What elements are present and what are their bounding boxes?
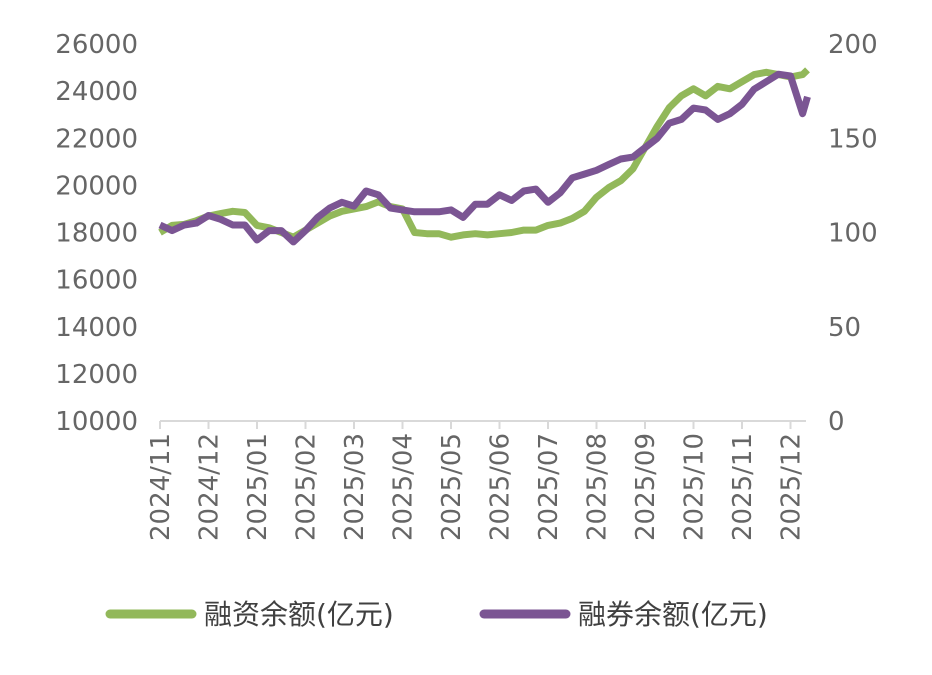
- legend: 融资余额(亿元) 融券余额(亿元): [105, 598, 768, 631]
- x-axis-tick-marks: [159, 421, 792, 429]
- x-tick-label: 2025/05: [437, 433, 467, 541]
- series-line-1: [158, 67, 810, 241]
- left-tick-label: 22000: [55, 124, 138, 154]
- legend-label-1: 融资余额(亿元): [204, 598, 394, 631]
- right-tick-label: 50: [828, 313, 861, 343]
- x-tick-label: 2025/11: [728, 433, 758, 541]
- right-tick-label: 0: [828, 407, 845, 437]
- legend-label-2: 融券余额(亿元): [578, 598, 768, 631]
- x-tick-label: 2024/12: [195, 433, 225, 541]
- x-tick-label: 2025/02: [292, 433, 322, 541]
- x-tick-label: 2025/03: [340, 433, 370, 541]
- left-tick-label: 14000: [55, 313, 138, 343]
- x-tick-label: 2025/04: [389, 433, 419, 541]
- right-tick-label: 100: [828, 219, 878, 249]
- series-lines: [158, 67, 811, 246]
- x-axis-tick-labels: 2024/11 2024/12 2025/01 2025/02 2025/03 2025/…: [146, 433, 807, 541]
- left-tick-label: 16000: [55, 266, 138, 296]
- x-tick-label: 2024/11: [146, 433, 176, 541]
- right-tick-label: 150: [828, 124, 878, 154]
- left-axis-tick-labels: 10000 12000 14000 16000 18000 20000 22000 24000…: [55, 30, 138, 437]
- left-tick-label: 24000: [55, 77, 138, 107]
- x-tick-label: 2025/08: [583, 433, 613, 541]
- left-tick-label: 20000: [55, 171, 138, 201]
- left-tick-label: 12000: [55, 360, 138, 390]
- x-tick-label: 2025/07: [534, 433, 564, 541]
- series-line-2: [158, 70, 811, 246]
- x-tick-label: 2025/06: [486, 433, 516, 541]
- x-tick-label: 2025/10: [680, 433, 710, 541]
- left-tick-label: 10000: [55, 407, 138, 437]
- right-axis-tick-labels: 0 50 100 150 200: [828, 30, 878, 437]
- left-tick-label: 26000: [55, 30, 138, 60]
- right-tick-label: 200: [828, 30, 878, 60]
- x-tick-label: 2025/12: [777, 433, 807, 541]
- x-tick-label: 2025/09: [631, 433, 661, 541]
- left-tick-label: 18000: [55, 219, 138, 249]
- x-tick-label: 2025/01: [243, 433, 273, 541]
